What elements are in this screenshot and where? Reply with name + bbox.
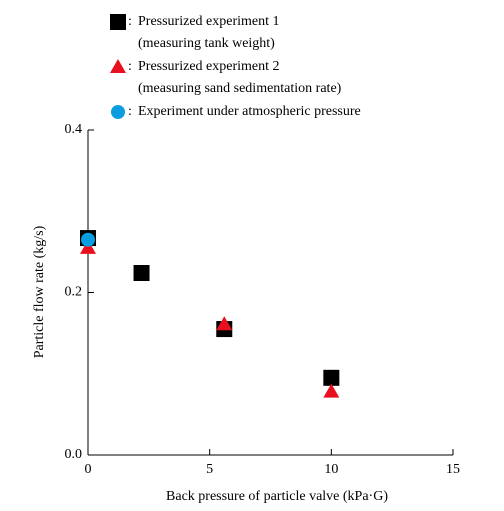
data-point (80, 239, 96, 254)
legend-separator: : (128, 104, 132, 119)
y-axis-label: Particle flow rate (kg/s) (32, 225, 47, 358)
legend-description: (measuring tank weight) (138, 36, 275, 51)
y-tick-label: 0.2 (65, 285, 83, 300)
y-tick-label: 0.0 (65, 447, 83, 462)
legend-description: (measuring sand sedimentation rate) (138, 81, 342, 96)
legend-marker (110, 14, 126, 30)
legend-label: Experiment under atmospheric pressure (138, 104, 361, 119)
legend-label: Pressurized experiment 2 (138, 59, 280, 74)
x-tick-label: 5 (206, 462, 213, 477)
data-point (216, 316, 233, 331)
data-point (133, 265, 150, 281)
x-axis-label: Back pressure of particle valve (kPa·G) (166, 489, 388, 504)
data-point (81, 232, 95, 247)
legend-marker (111, 105, 125, 119)
x-tick-label: 0 (85, 462, 92, 477)
legend-marker (110, 59, 126, 73)
legend-separator: : (128, 59, 132, 74)
y-tick-label: 0.4 (65, 122, 83, 137)
x-tick-label: 10 (324, 462, 338, 477)
legend-label: Pressurized experiment 1 (138, 14, 280, 29)
data-point (323, 383, 340, 398)
x-tick-label: 15 (446, 462, 460, 477)
data-point (323, 369, 340, 386)
legend-separator: : (128, 14, 132, 29)
